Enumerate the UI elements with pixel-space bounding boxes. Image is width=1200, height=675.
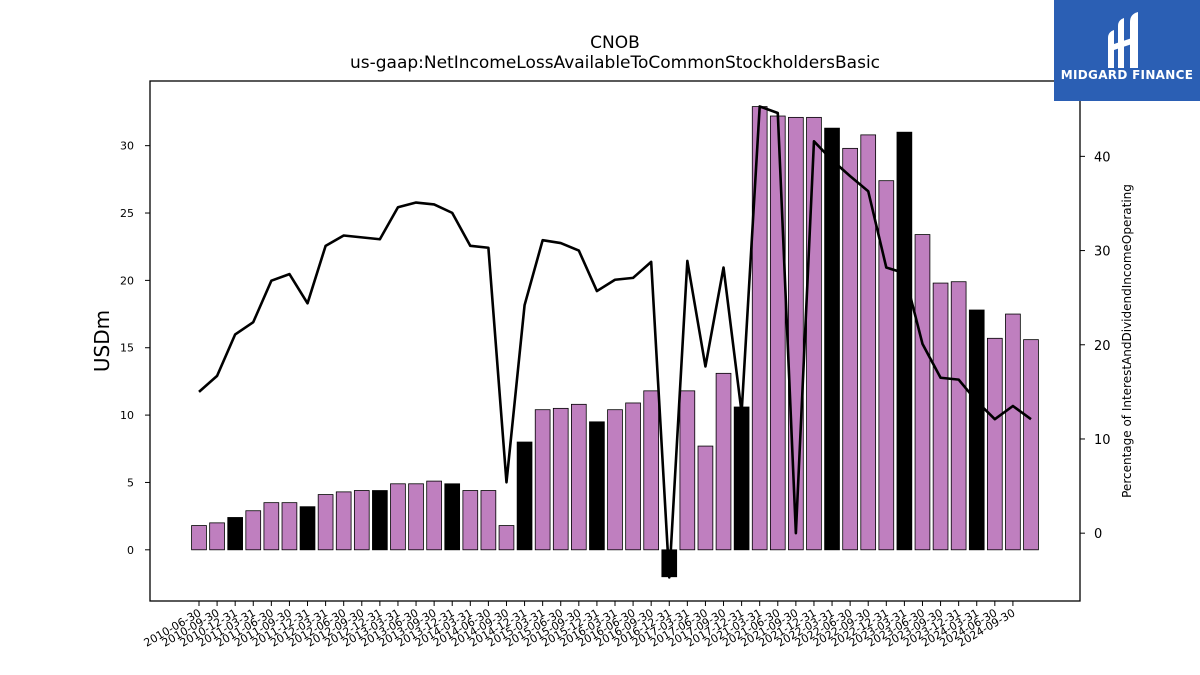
- bar-2019-06-30: [842, 147, 858, 551]
- bar-2018-09-30: [788, 116, 804, 551]
- y2-axis: 0 10 20 30 40: [1080, 150, 1111, 542]
- bar-2013-06-30: [408, 483, 424, 551]
- midgard-logo: MIDGARD FINANCE: [1054, 0, 1200, 101]
- bar-2011-03-31: [245, 510, 262, 551]
- y-tick-label: 0: [127, 544, 134, 557]
- bar-2014-06-30: [480, 490, 497, 551]
- bar-2013-12-31: [444, 483, 461, 551]
- bar-2020-03-31: [896, 131, 913, 551]
- bar-2013-03-31: [390, 483, 406, 551]
- x-axis: 2010-06-302010-09-302010-12-312011-03-31…: [142, 601, 1017, 650]
- bar-2014-09-30: [498, 525, 515, 551]
- bar-2015-03-31: [534, 409, 551, 551]
- bar-2018-12-31: [806, 116, 822, 551]
- bar-2010-12-31: [227, 517, 243, 551]
- bar-2011-12-31: [299, 506, 316, 551]
- bar-2016-09-30: [643, 390, 659, 551]
- bar-2021-06-30: [987, 337, 1003, 551]
- bar-2014-03-31: [462, 490, 479, 551]
- bar-2021-12-31: [1023, 339, 1039, 551]
- bar-2017-12-31: [733, 406, 750, 551]
- bar-2018-06-30: [769, 115, 786, 551]
- bar-2015-09-30: [571, 403, 587, 551]
- bar-2012-09-30: [353, 490, 370, 551]
- bar-2012-03-31: [317, 494, 334, 551]
- y2-tick-label: 10: [1094, 433, 1111, 448]
- chart-subtitle: us-gaap:NetIncomeLossAvailableToCommonSt…: [350, 53, 880, 73]
- bar-2015-12-31: [589, 421, 605, 551]
- bar-2012-06-30: [335, 491, 352, 551]
- y-tick-label: 20: [120, 274, 134, 287]
- y2-axis-label: Percentage of InterestAndDividendIncomeO…: [1120, 184, 1134, 498]
- bar-2016-03-31: [607, 409, 623, 551]
- bar-2020-12-31: [950, 281, 967, 551]
- bar-2015-06-30: [552, 407, 569, 551]
- y2-tick-label: 0: [1094, 527, 1102, 542]
- chart-title: CNOB: [590, 33, 640, 53]
- bar-2019-09-30: [860, 134, 877, 551]
- bar-2014-12-31: [516, 441, 533, 551]
- bar-2012-12-31: [372, 490, 388, 551]
- bar-2020-06-30: [914, 234, 931, 551]
- bar-2017-03-31: [679, 390, 696, 551]
- y-tick-label: 25: [120, 207, 134, 220]
- bars-layer: [191, 106, 1039, 578]
- bar-2017-06-30: [697, 445, 714, 551]
- bar-2010-06-30: [191, 525, 207, 551]
- y-tick-label: 15: [120, 342, 134, 355]
- bar-2013-09-30: [426, 480, 442, 551]
- bar-2011-09-30: [281, 502, 298, 551]
- bar-2010-09-30: [209, 522, 225, 551]
- y-tick-label: 30: [120, 140, 134, 153]
- series-line: [198, 105, 1032, 579]
- line-layer: [198, 105, 1032, 579]
- bar-2021-09-30: [1005, 313, 1021, 551]
- bar-2017-09-30: [715, 372, 732, 551]
- bar-2019-12-31: [878, 180, 895, 551]
- y-tick-label: 5: [127, 476, 134, 489]
- y-axis: 0 5 10 15 20 25 30: [120, 140, 150, 557]
- midgard-logo-icon: [1108, 12, 1138, 68]
- logo-text: MIDGARD FINANCE: [1060, 68, 1194, 82]
- y-axis-label: USDm: [90, 310, 114, 372]
- y2-tick-label: 20: [1094, 339, 1111, 354]
- y2-tick-label: 40: [1094, 150, 1111, 165]
- bar-2021-03-31: [968, 309, 985, 551]
- y2-tick-label: 30: [1094, 245, 1111, 260]
- bar-2016-06-30: [625, 402, 641, 551]
- y-tick-label: 10: [120, 409, 134, 422]
- bar-2020-09-30: [932, 282, 949, 551]
- bar-2011-06-30: [263, 502, 280, 551]
- bar-2019-03-31: [824, 127, 840, 551]
